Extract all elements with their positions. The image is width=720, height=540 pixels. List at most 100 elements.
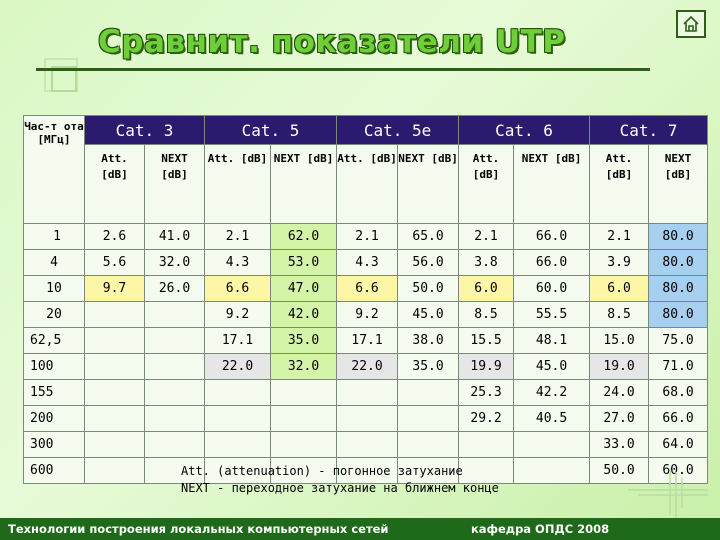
home-button[interactable]	[676, 10, 706, 38]
table-cell	[397, 431, 460, 458]
table-cell: 35.0	[270, 327, 338, 354]
table-cell	[143, 353, 206, 380]
table-cell: 35.0	[397, 353, 460, 380]
table-cell: 80.0	[648, 249, 709, 276]
table-row: 600 50.0 60.0	[23, 457, 709, 484]
table-cell: 75.0	[648, 327, 709, 354]
table-cell	[336, 379, 399, 406]
table-cell	[84, 431, 145, 458]
table-cell	[336, 431, 399, 458]
freq-cell: 1	[23, 223, 85, 250]
table-cell	[336, 457, 399, 484]
table-cell	[270, 431, 338, 458]
table-cell: 6.6	[204, 275, 272, 302]
table-cell	[143, 379, 206, 406]
table-cell: 32.0	[270, 353, 338, 380]
table-cell: 4.3	[204, 249, 272, 276]
table-cell: 32.0	[143, 249, 206, 276]
table-cell: 48.1	[513, 327, 591, 354]
table-cell: 22.0	[204, 353, 272, 380]
table-cell	[270, 405, 338, 432]
next-header: NEXT [dB]	[397, 144, 460, 224]
next-header: NEXT [dB]	[143, 144, 206, 224]
table-cell	[336, 405, 399, 432]
table-cell: 29.2	[458, 405, 515, 432]
table-cell: 42.0	[270, 301, 338, 328]
table-cell	[270, 379, 338, 406]
cat3-header: Cat. 3	[83, 115, 206, 145]
cat7-header: Cat. 7	[589, 115, 709, 145]
table-cell: 2.6	[84, 223, 145, 250]
table-cell: 6.6	[336, 275, 399, 302]
slide-title: Сравнит. показатели UTP	[98, 24, 566, 60]
next-header: NEXT [dB]	[648, 144, 709, 224]
table-cell: 42.2	[513, 379, 591, 406]
table-cell: 40.5	[513, 405, 591, 432]
table-cell	[84, 353, 145, 380]
table-cell: 15.0	[589, 327, 650, 354]
att-header: Att. [dB]	[204, 144, 272, 224]
decorative-lines	[628, 468, 708, 518]
table-cell: 2.1	[336, 223, 399, 250]
subheader-row: Att. [dB] NEXT [dB] Att. [dB] NEXT [dB] …	[24, 144, 709, 224]
table-row: 1 2.6 41.0 2.1 62.0 2.1 65.0 2.1 66.0 2.…	[23, 223, 709, 250]
table-cell: 9.2	[336, 301, 399, 328]
table-cell	[143, 301, 206, 328]
table-cell	[204, 431, 272, 458]
freq-cell: 300	[23, 431, 85, 458]
table-cell	[84, 457, 145, 484]
table-cell: 55.5	[513, 301, 591, 328]
table-cell: 60.0	[648, 457, 709, 484]
table-cell: 27.0	[589, 405, 650, 432]
table-row: 4 5.6 32.0 4.3 53.0 4.3 56.0 3.8 66.0 3.…	[23, 249, 709, 276]
utp-comparison-table: Час-т ота [МГц] Cat. 3 Cat. 5 Cat. 5e Ca…	[23, 115, 709, 484]
table-cell: 4.3	[336, 249, 399, 276]
table-cell	[204, 379, 272, 406]
att-header: Att. [dB]	[589, 144, 650, 224]
footer-department: кафедра ОПДС 2008	[471, 522, 610, 536]
freq-cell: 20	[23, 301, 85, 328]
table-row: 300 33.0 64.0	[23, 431, 709, 458]
table-cell	[84, 379, 145, 406]
table-cell: 66.0	[648, 405, 709, 432]
table-cell	[397, 405, 460, 432]
table-cell: 80.0	[648, 275, 709, 302]
att-header: Att. [dB]	[336, 144, 399, 224]
table-cell: 25.3	[458, 379, 515, 406]
table-cell: 71.0	[648, 353, 709, 380]
next-header: NEXT [dB]	[270, 144, 338, 224]
table-cell: 45.0	[397, 301, 460, 328]
freq-cell: 100	[23, 353, 85, 380]
footer-course-title: Технологии построения локальных компьюте…	[8, 522, 389, 536]
note-attenuation: Att. (attenuation) - погонное затухание	[181, 464, 463, 478]
table-cell	[270, 457, 338, 484]
table-cell	[458, 431, 515, 458]
table-cell: 17.1	[336, 327, 399, 354]
table-cell: 8.5	[589, 301, 650, 328]
table-cell	[513, 431, 591, 458]
table-cell: 50.0	[397, 275, 460, 302]
table-cell: 80.0	[648, 301, 709, 328]
table-row: 10 9.7 26.0 6.6 47.0 6.6 50.0 6.0 60.0 6…	[23, 275, 709, 302]
table-row: 100 22.0 32.0 22.0 35.0 19.9 45.0 19.0 7…	[23, 353, 709, 380]
table-cell: 2.1	[458, 223, 515, 250]
table-cell: 33.0	[589, 431, 650, 458]
table-cell	[204, 405, 272, 432]
table-cell: 17.1	[204, 327, 272, 354]
table-cell	[143, 431, 206, 458]
table-cell: 24.0	[589, 379, 650, 406]
home-icon	[683, 15, 699, 32]
cat5e-header: Cat. 5e	[336, 115, 460, 145]
table-cell: 41.0	[143, 223, 206, 250]
table-cell: 2.1	[589, 223, 650, 250]
att-header: Att. [dB]	[458, 144, 515, 224]
table-cell: 66.0	[513, 249, 591, 276]
table-cell: 19.9	[458, 353, 515, 380]
freq-cell: 200	[23, 405, 85, 432]
table-cell: 26.0	[143, 275, 206, 302]
table-cell: 6.0	[589, 275, 650, 302]
table-cell: 80.0	[648, 223, 709, 250]
table-cell: 3.8	[458, 249, 515, 276]
table-cell: 53.0	[270, 249, 338, 276]
cat5-header: Cat. 5	[204, 115, 338, 145]
